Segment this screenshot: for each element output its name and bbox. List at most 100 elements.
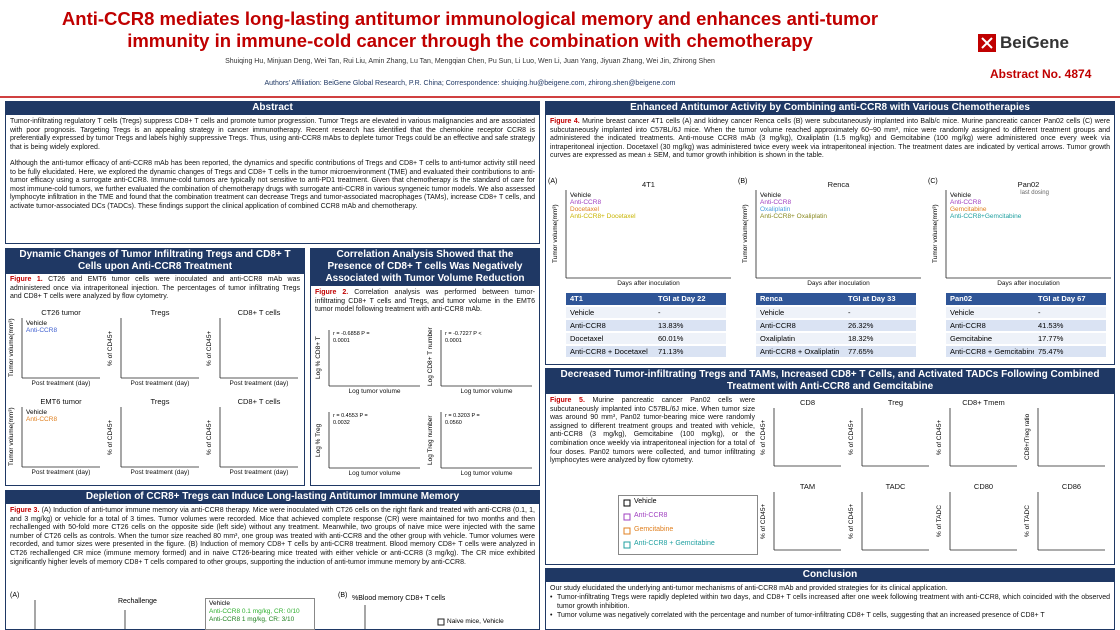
legend-entry: Naive mice, Vehicle	[447, 618, 504, 625]
table-cell: -	[654, 306, 726, 318]
panel-title: Treg	[887, 398, 904, 407]
panel-title: CD80	[973, 482, 994, 491]
table-header-cell: TGI at Day 33	[844, 293, 916, 305]
authors: Shuiqing Hu, Minjuan Deng, Wei Tan, Rui …	[225, 58, 715, 65]
table-header-cell: Pan02	[946, 293, 1034, 305]
table-cell: Vehicle	[756, 306, 844, 318]
y-axis-label: % of CD45+	[206, 419, 213, 455]
table-cell: 26.32%	[844, 319, 916, 331]
table-cell: -	[1034, 306, 1106, 318]
table-header-cell: TGI at Day 22	[654, 293, 726, 305]
legend-swatch	[623, 541, 631, 549]
table-cell: Anti-CCR8	[946, 319, 1034, 331]
conclusion-intro: Our study elucidated the underlying anti…	[550, 585, 948, 592]
y-axis-label: % of CD45+	[936, 419, 943, 455]
section-heading: Correlation Analysis Showed that the Pre…	[310, 248, 540, 286]
panel-note: last dosing	[1020, 190, 1049, 196]
y-axis-label: Tumor volume(mm³)	[552, 204, 559, 264]
legend-entry: Anti-CCR8	[760, 199, 792, 206]
x-axis-label: Post treatment (day)	[130, 469, 190, 476]
panel-title: 4T1	[642, 180, 655, 189]
x-axis-label: Post treatment (day)	[130, 380, 190, 387]
y-axis-label: CD8+/Treg ratio	[1024, 413, 1031, 461]
section-heading: Conclusion	[545, 568, 1115, 582]
table-cell: 75.47%	[1034, 345, 1106, 357]
x-axis-label: Post treatment (day)	[229, 380, 289, 387]
legend-swatch	[623, 499, 631, 507]
bullet-marker: •	[550, 594, 553, 601]
legend-entry: Vehicle	[26, 409, 47, 416]
panel-title: Pan02	[1017, 180, 1040, 189]
y-axis-label: Tumor volume(mm³)	[742, 204, 749, 264]
figure-label: Figure 3.	[10, 507, 40, 514]
panel-tag: (C)	[928, 178, 938, 185]
legend-entry: Anti-CCR8 1 mg/kg, CR: 3/10	[209, 616, 295, 623]
figure-caption: Figure 2. Correlation analysis was perfo…	[315, 289, 535, 315]
x-axis-label: Days after inoculation	[807, 280, 870, 287]
abstract-paragraph: Tumor-infiltrating regulatory T cells (T…	[10, 118, 535, 151]
legend-entry: Vehicle	[760, 192, 781, 199]
panel-tag: (A)	[10, 592, 20, 599]
affiliation: Authors' Affiliation: BeiGene Global Res…	[264, 80, 676, 87]
abstract-number: Abstract No. 4874	[990, 67, 1092, 81]
legend-swatch	[623, 513, 631, 521]
legend-box	[618, 495, 758, 555]
figure-caption: Figure 3. (A) Induction of anti-tumor im…	[10, 507, 535, 567]
x-axis-label: Days after inoculation	[617, 280, 680, 287]
y-axis-label: % of CD45+	[760, 503, 767, 539]
legend-entry: Gemcitabine	[950, 206, 987, 213]
panel-title: CD8+ T cells	[237, 308, 281, 317]
panel-note: Rechallenge	[118, 598, 157, 605]
legend-swatch	[437, 618, 445, 626]
x-axis-label: Log tumor volume	[460, 470, 513, 477]
legend-entry: Anti-CCR8	[570, 199, 602, 206]
section-heading: Abstract	[5, 101, 540, 115]
y-axis-label: % of CD45+	[760, 419, 767, 455]
table-cell: Anti-CCR8 + Gemcitabine	[946, 345, 1037, 357]
section-heading: Dynamic Changes of Tumor Infiltrating Tr…	[5, 248, 305, 274]
legend-entry: Vehicle	[950, 192, 971, 199]
panel-title: Tregs	[150, 397, 170, 406]
legend-entry: Oxaliplatin	[760, 206, 791, 213]
table-cell: -	[844, 306, 916, 318]
y-axis-label: % of CD45+	[206, 330, 213, 366]
caption-text: Correlation analysis was performed betwe…	[315, 289, 535, 314]
panel-title: CD8+ Tmem	[962, 398, 1005, 407]
y-axis-label: Tumor volume(mm³)	[8, 318, 15, 378]
figure-label: Figure 1.	[10, 276, 43, 283]
panel-title: TAM	[799, 482, 816, 491]
x-axis-label: Post treatment (day)	[31, 469, 91, 476]
legend-entry: Docetaxel	[570, 206, 599, 213]
legend-entry: Vehicle	[26, 320, 47, 327]
table-cell: Anti-CCR8	[566, 319, 654, 331]
y-axis-label: % of TADC	[936, 505, 943, 537]
conclusion-bullet: Tumor-infiltrating Tregs were rapidly de…	[557, 594, 1110, 610]
x-axis-label: Log tumor volume	[348, 388, 401, 395]
legend-entry: Anti-CCR8	[950, 199, 982, 206]
caption-text: Murine pancreatic cancer Pan02 cells wer…	[550, 397, 755, 465]
table-cell: Anti-CCR8 + Oxaliplatin	[756, 345, 844, 357]
logo-mark	[978, 34, 996, 52]
panel-tag: (A)	[548, 178, 558, 185]
figure-caption: Figure 5. Murine pancreatic cancer Pan02…	[550, 397, 755, 466]
panel-tag: (B)	[338, 592, 348, 599]
caption-text: (A) Induction of anti-tumor immune memor…	[10, 507, 535, 566]
section-heading: Enhanced Antitumor Activity by Combining…	[545, 101, 1115, 115]
y-axis-label: Tumor volume(mm³)	[8, 407, 15, 467]
bullet-marker: •	[550, 612, 553, 619]
y-axis-label: Log % Treg	[315, 423, 322, 457]
legend-entry: Anti-CCR8+ Docetaxel	[570, 213, 636, 220]
y-axis-label: % of CD45+	[848, 503, 855, 539]
table-cell: Vehicle	[946, 306, 1034, 318]
poster-title: Anti-CCR8 mediates long-lasting antitumo…	[61, 8, 879, 51]
x-axis-label: Post treatment (day)	[31, 380, 91, 387]
caption-text: CT26 and EMT6 tumor cells were inoculate…	[10, 276, 300, 301]
y-axis-label: % of CD45+	[848, 419, 855, 455]
table-cell: 13.83%	[654, 319, 726, 331]
legend-entry: Anti-CCR8	[634, 512, 668, 519]
table-cell: 60.01%	[654, 332, 726, 344]
legend-entry: Anti-CCR8+ Oxaliplatin	[760, 213, 828, 220]
panel-title: CD86	[1061, 482, 1082, 491]
panel-title: Renca	[827, 180, 850, 189]
legend-entry: Anti-CCR8	[26, 416, 58, 423]
